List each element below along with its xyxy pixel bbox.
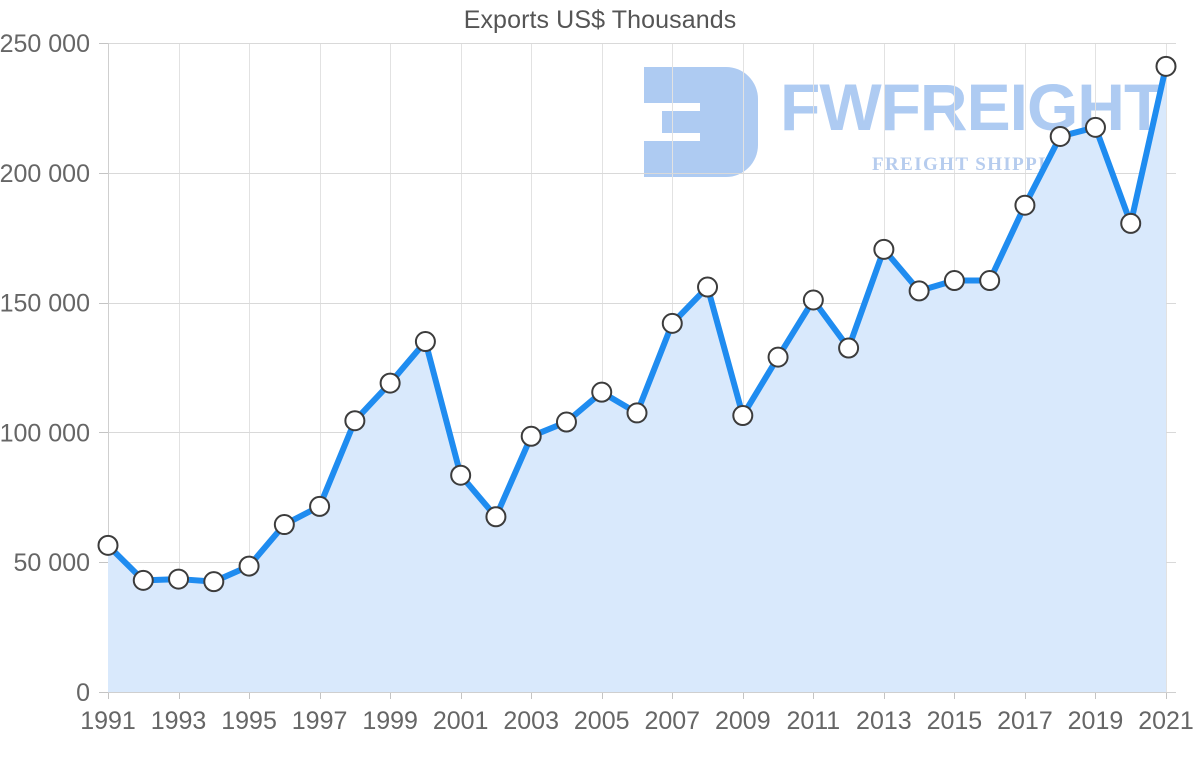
- data-point-marker[interactable]: [379, 372, 401, 394]
- data-point-marker[interactable]: [1049, 125, 1071, 147]
- x-axis-tick-label: 2013: [856, 707, 912, 735]
- y-axis-tick-label: 250 000: [0, 30, 90, 58]
- data-point-marker[interactable]: [485, 506, 507, 528]
- data-point-marker[interactable]: [97, 534, 119, 556]
- x-axis-tick-label: 1997: [292, 707, 348, 735]
- area-fill: [108, 66, 1166, 693]
- data-point-marker[interactable]: [203, 571, 225, 593]
- data-point-marker[interactable]: [908, 280, 930, 302]
- data-point-marker[interactable]: [344, 410, 366, 432]
- y-axis-tick-label: 200 000: [0, 160, 90, 188]
- x-axis-tick-label: 2009: [715, 707, 771, 735]
- data-point-marker[interactable]: [979, 270, 1001, 292]
- data-point-marker[interactable]: [168, 568, 190, 590]
- data-point-marker[interactable]: [591, 381, 613, 403]
- data-point-marker[interactable]: [555, 411, 577, 433]
- y-axis-labels: 0 50 000 100 000 150 000 200 000 250 000: [0, 30, 90, 707]
- x-axis-tick-label: 2019: [1068, 707, 1124, 735]
- series-area: [108, 66, 1166, 693]
- data-point-marker[interactable]: [1120, 212, 1142, 234]
- x-axis-tick-label: 2003: [503, 707, 559, 735]
- x-axis-tick-label: 2015: [927, 707, 983, 735]
- data-point-marker[interactable]: [873, 238, 895, 260]
- x-axis-tick-label: 2011: [786, 707, 840, 735]
- y-axis-tick-label: 100 000: [0, 419, 90, 447]
- x-axis-tick-label: 2005: [574, 707, 630, 735]
- data-point-marker[interactable]: [767, 346, 789, 368]
- x-axis-labels: 1991 1993 1995 1997 1999 2001 2003 2005 2007 2009…: [80, 707, 1194, 735]
- data-point-marker[interactable]: [132, 569, 154, 591]
- series-markers: [97, 55, 1177, 593]
- data-point-marker[interactable]: [520, 425, 542, 447]
- x-axis-tick-label: 1995: [221, 707, 277, 735]
- x-axis-tick-label: 2017: [997, 707, 1053, 735]
- y-axis-tick-label: 150 000: [0, 290, 90, 318]
- x-axis-tick-label: 2007: [644, 707, 700, 735]
- data-point-marker[interactable]: [697, 276, 719, 298]
- data-point-marker[interactable]: [238, 555, 260, 577]
- x-axis-tick-label: 1993: [151, 707, 207, 735]
- data-point-marker[interactable]: [309, 495, 331, 517]
- data-point-marker[interactable]: [802, 289, 824, 311]
- x-axis-tick-label: 1999: [362, 707, 418, 735]
- chart-title: Exports US$ Thousands: [463, 6, 737, 34]
- x-axis-tick-label: 2021: [1138, 707, 1194, 735]
- data-point-marker[interactable]: [626, 402, 648, 424]
- data-point-marker[interactable]: [450, 464, 472, 486]
- data-point-marker[interactable]: [414, 331, 436, 353]
- data-point-marker[interactable]: [1084, 116, 1106, 138]
- data-point-marker[interactable]: [661, 312, 683, 334]
- x-axis-tick-label: 1991: [80, 707, 136, 735]
- x-axis-tick-label: 2001: [433, 707, 489, 735]
- data-point-marker[interactable]: [1155, 55, 1177, 77]
- data-point-marker[interactable]: [838, 337, 860, 359]
- y-axis-tick-label: 0: [76, 679, 90, 707]
- y-axis-tick-label: 50 000: [14, 549, 90, 577]
- data-point-marker[interactable]: [732, 405, 754, 427]
- data-point-marker[interactable]: [273, 514, 295, 536]
- data-point-marker[interactable]: [1014, 194, 1036, 216]
- data-point-marker[interactable]: [943, 270, 965, 292]
